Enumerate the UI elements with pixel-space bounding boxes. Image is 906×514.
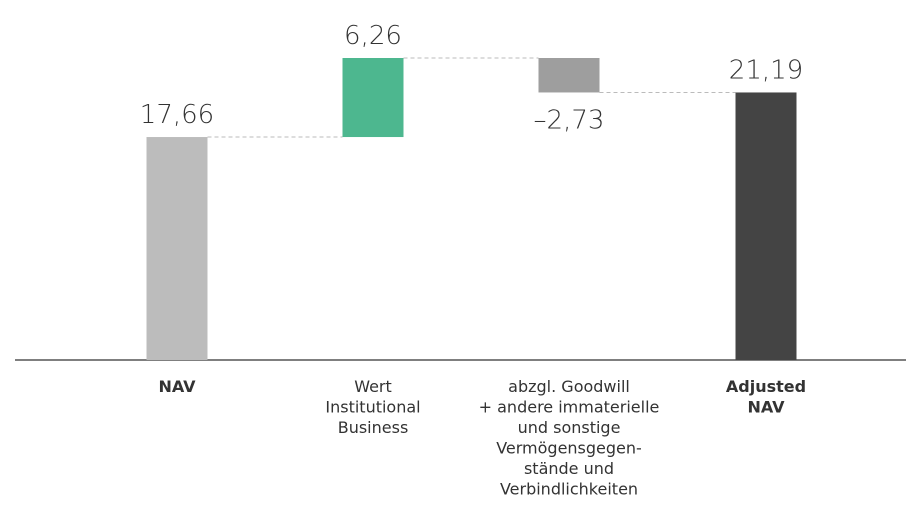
x-tick-label-line: NAV — [747, 398, 785, 417]
x-tick-label-line: NAV — [158, 377, 196, 396]
x-tick-label: NAV — [158, 377, 196, 396]
x-tick-label-line: Adjusted — [726, 377, 806, 396]
x-tick-label: abzgl. Goodwill + andere immaterielle und … — [479, 377, 660, 499]
x-tick-label-line: + andere immaterielle — [479, 398, 660, 417]
x-tick-label-line: Verbindlichkeiten — [500, 480, 638, 499]
x-tick-label-line: Institutional — [325, 398, 420, 417]
bar — [538, 58, 600, 93]
x-tick-label: Adjusted NAV — [726, 377, 806, 417]
x-tick-label: Wert Institutional Business — [325, 377, 420, 437]
bar — [342, 58, 404, 138]
x-tick-label-line: Wert — [354, 377, 392, 396]
value-label: –2,73 — [534, 105, 605, 135]
bar — [735, 92, 797, 360]
value-label: 21,19 — [729, 55, 803, 85]
x-tick-label-line: und sonstige — [518, 418, 621, 437]
value-label: 17,66 — [140, 100, 214, 130]
value-label: 6,26 — [344, 21, 402, 51]
x-tick-label-line: Vermögensgegen- — [496, 439, 642, 458]
x-tick-label-line: stände und — [524, 459, 614, 478]
x-tick-label-line: abzgl. Goodwill — [508, 377, 630, 396]
bar — [146, 137, 208, 360]
x-tick-label-line: Business — [338, 418, 409, 437]
